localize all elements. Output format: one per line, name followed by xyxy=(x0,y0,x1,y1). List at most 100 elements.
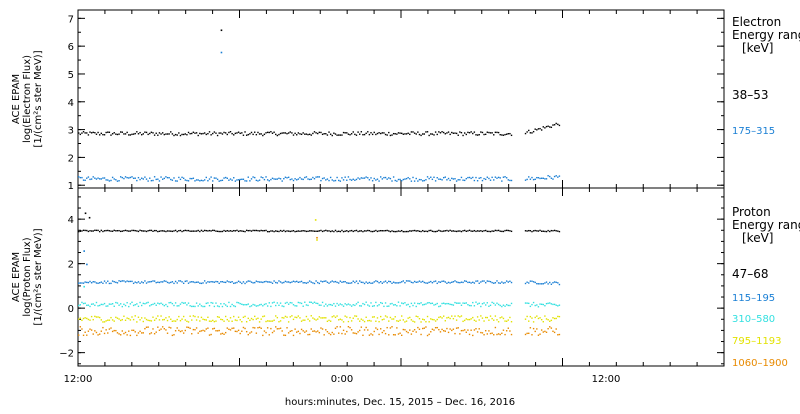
electron-legend-unit: [keV] xyxy=(742,41,773,55)
data-point xyxy=(349,304,351,306)
data-point xyxy=(338,282,340,284)
data-point xyxy=(215,302,217,304)
data-point xyxy=(294,316,296,318)
data-point xyxy=(161,319,164,321)
data-point xyxy=(242,134,245,136)
data-point xyxy=(283,334,285,336)
data-point xyxy=(221,133,224,135)
data-point xyxy=(113,178,115,180)
data-point xyxy=(161,132,164,134)
data-point xyxy=(537,177,540,179)
data-point xyxy=(257,131,259,134)
data-point xyxy=(357,301,359,304)
data-point xyxy=(229,178,232,180)
data-point xyxy=(328,319,330,322)
data-point xyxy=(526,302,528,304)
data-point xyxy=(529,230,532,232)
data-point xyxy=(166,332,169,334)
data-point xyxy=(334,316,337,319)
data-point xyxy=(373,305,375,307)
data-point xyxy=(155,317,157,320)
data-point xyxy=(362,281,364,284)
data-point xyxy=(534,178,536,181)
data-point xyxy=(381,302,384,305)
data-point xyxy=(480,315,482,317)
data-point xyxy=(182,282,185,285)
data-point xyxy=(494,229,497,232)
data-point xyxy=(87,281,90,284)
data-point xyxy=(452,328,455,330)
data-point xyxy=(149,333,151,335)
data-point xyxy=(266,327,269,329)
data-point xyxy=(349,316,351,319)
data-point xyxy=(308,280,311,282)
data-point xyxy=(100,330,103,332)
data-point xyxy=(165,176,167,178)
data-point xyxy=(346,230,348,232)
data-point xyxy=(170,318,172,320)
data-point xyxy=(116,317,119,319)
data-point xyxy=(328,179,330,182)
data-point xyxy=(376,328,379,331)
data-point xyxy=(203,305,206,308)
data-point xyxy=(126,301,128,304)
data-point xyxy=(539,127,541,130)
data-point xyxy=(486,302,488,304)
data-point xyxy=(265,280,267,283)
data-point xyxy=(433,280,435,283)
data-point xyxy=(381,282,384,284)
data-point xyxy=(442,131,445,134)
data-point xyxy=(433,329,435,331)
data-point xyxy=(423,319,426,321)
data-point xyxy=(224,315,227,318)
data-point xyxy=(383,318,385,320)
data-point xyxy=(194,132,196,134)
data-point xyxy=(187,321,190,323)
data-point xyxy=(284,315,287,318)
data-point xyxy=(161,303,164,306)
data-point xyxy=(325,280,327,282)
data-point xyxy=(491,230,493,232)
data-point xyxy=(460,329,463,332)
data-point xyxy=(339,180,342,182)
data-point xyxy=(360,281,363,284)
data-point xyxy=(200,305,203,307)
data-point xyxy=(505,229,508,232)
data-point xyxy=(349,282,351,284)
data-point xyxy=(305,176,308,178)
data-point xyxy=(284,230,287,233)
data-point xyxy=(136,179,138,182)
data-point xyxy=(118,304,120,306)
data-point xyxy=(278,133,280,136)
data-point xyxy=(242,281,245,283)
data-point xyxy=(417,316,419,318)
data-point xyxy=(168,282,170,284)
data-point xyxy=(462,230,464,232)
data-point xyxy=(367,329,369,331)
data-point xyxy=(245,281,248,283)
data-point xyxy=(505,133,508,135)
data-point xyxy=(124,304,127,307)
data-point xyxy=(394,282,396,284)
data-point xyxy=(436,177,438,179)
data-point xyxy=(184,229,186,232)
data-point xyxy=(173,134,175,137)
data-point xyxy=(391,326,393,328)
data-point xyxy=(499,134,501,136)
data-point xyxy=(391,180,393,182)
data-point xyxy=(271,132,274,134)
data-point xyxy=(79,133,82,136)
data-point xyxy=(401,281,403,283)
data-point xyxy=(115,301,117,304)
data-point xyxy=(360,326,363,328)
data-point xyxy=(111,330,114,333)
data-point xyxy=(434,230,437,233)
data-point xyxy=(360,305,363,307)
data-point xyxy=(396,180,398,182)
data-point xyxy=(262,281,264,284)
data-point xyxy=(213,131,216,133)
data-point xyxy=(536,328,538,330)
data-point xyxy=(121,230,124,232)
data-point xyxy=(281,180,283,182)
data-point xyxy=(207,327,209,329)
